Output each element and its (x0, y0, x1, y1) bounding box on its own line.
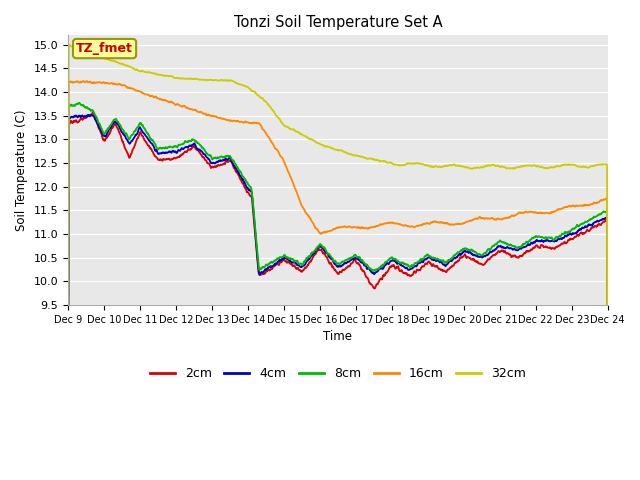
8cm (75, 100, 83, 106)
4cm (510, 246, 518, 252)
Y-axis label: Soil Temperature (C): Soil Temperature (C) (15, 109, 28, 231)
16cm (556, 206, 564, 212)
8cm (276, 254, 284, 260)
32cm (556, 163, 564, 169)
8cm (64, 427, 72, 433)
2cm (276, 259, 284, 264)
2cm (556, 242, 564, 248)
8cm (289, 256, 297, 262)
Title: Tonzi Soil Temperature Set A: Tonzi Soil Temperature Set A (234, 15, 442, 30)
2cm (510, 253, 518, 259)
4cm (184, 144, 191, 150)
Legend: 2cm, 4cm, 8cm, 16cm, 32cm: 2cm, 4cm, 8cm, 16cm, 32cm (145, 362, 531, 385)
16cm (604, 418, 612, 423)
2cm (90, 109, 97, 115)
16cm (64, 348, 72, 354)
X-axis label: Time: Time (323, 330, 353, 343)
4cm (556, 236, 564, 241)
32cm (421, 162, 429, 168)
16cm (184, 105, 191, 110)
16cm (79, 78, 87, 84)
2cm (184, 148, 191, 154)
8cm (510, 243, 518, 249)
Line: 16cm: 16cm (68, 81, 608, 420)
8cm (556, 233, 564, 239)
4cm (64, 433, 72, 439)
4cm (421, 256, 429, 262)
32cm (276, 118, 284, 123)
Line: 2cm: 2cm (68, 112, 608, 439)
Text: TZ_fmet: TZ_fmet (76, 42, 133, 55)
2cm (64, 436, 72, 442)
32cm (64, 325, 72, 331)
32cm (510, 165, 518, 171)
2cm (421, 262, 429, 267)
32cm (184, 76, 191, 82)
8cm (184, 139, 191, 144)
8cm (604, 344, 612, 350)
Line: 32cm: 32cm (68, 45, 608, 401)
4cm (84, 112, 92, 118)
16cm (289, 181, 297, 187)
32cm (65, 42, 72, 48)
Line: 4cm: 4cm (68, 115, 608, 436)
16cm (276, 153, 284, 158)
16cm (421, 221, 429, 227)
8cm (421, 253, 429, 259)
Line: 8cm: 8cm (68, 103, 608, 430)
2cm (604, 350, 612, 356)
2cm (289, 263, 297, 269)
4cm (276, 257, 284, 263)
4cm (604, 349, 612, 355)
32cm (289, 127, 297, 132)
16cm (510, 213, 518, 219)
32cm (604, 398, 612, 404)
4cm (289, 260, 297, 265)
